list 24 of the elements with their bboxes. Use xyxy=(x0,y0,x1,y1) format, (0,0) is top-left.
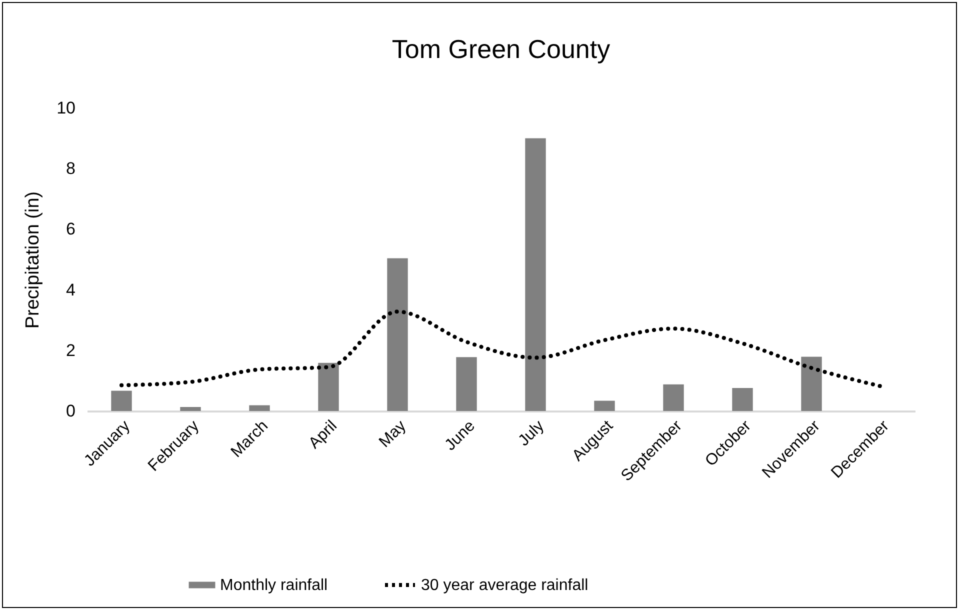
y-tick-label: 10 xyxy=(56,98,76,118)
bar xyxy=(387,258,408,411)
y-tick-label: 6 xyxy=(66,220,76,239)
bar xyxy=(663,384,684,411)
y-tick-label: 4 xyxy=(66,280,76,300)
legend-label: Monthly rainfall xyxy=(220,577,328,594)
chart-title: Tom Green County xyxy=(392,34,610,64)
bar xyxy=(525,138,546,411)
bar xyxy=(801,356,822,411)
y-tick-label: 8 xyxy=(66,159,76,178)
y-tick-label: 2 xyxy=(66,340,76,360)
bar xyxy=(180,407,201,411)
bar xyxy=(594,400,615,411)
bar xyxy=(249,405,270,411)
bar xyxy=(318,362,339,411)
bar xyxy=(111,390,132,411)
bar xyxy=(456,357,477,411)
line-series xyxy=(120,310,882,388)
x-tick-label: July xyxy=(515,418,548,450)
bar xyxy=(732,388,753,411)
x-tick-label: May xyxy=(376,418,410,451)
y-tick-label: 0 xyxy=(66,402,76,420)
y-axis-title: Precipitation (in) xyxy=(22,191,44,329)
legend-label: 30 year average rainfall xyxy=(421,577,588,594)
